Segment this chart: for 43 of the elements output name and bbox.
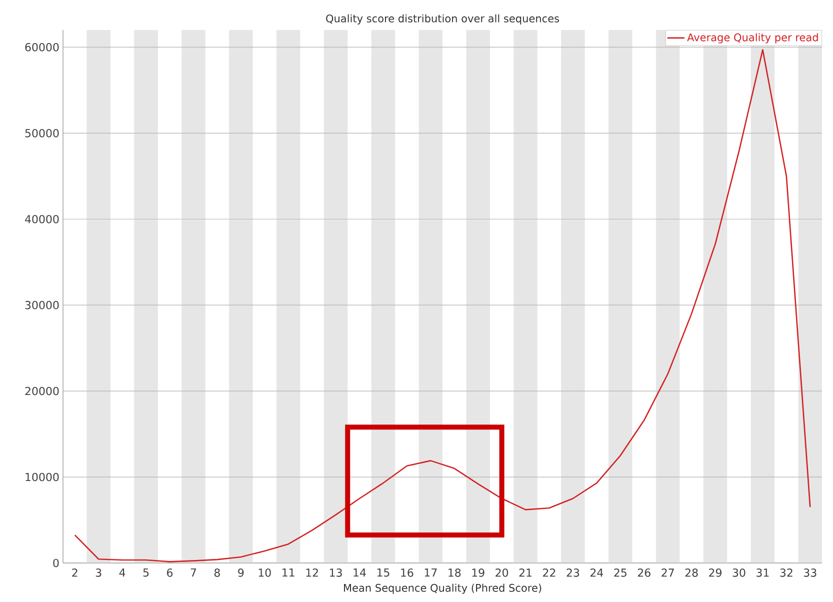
y-tick-label: 0 bbox=[53, 558, 59, 568]
line-series bbox=[74, 49, 811, 562]
x-tick-label: 33 bbox=[804, 568, 816, 577]
x-tick-label: 21 bbox=[519, 568, 532, 577]
x-tick-label: 25 bbox=[614, 568, 626, 577]
y-tick-label: 20000 bbox=[25, 386, 59, 396]
legend-label: Average Quality per read bbox=[687, 33, 818, 44]
y-tick-label: 50000 bbox=[25, 129, 59, 138]
x-tick-label: 5 bbox=[143, 568, 149, 577]
x-tick-label: 12 bbox=[306, 568, 318, 577]
x-tick-label: 27 bbox=[662, 568, 674, 577]
y-tick-label: 40000 bbox=[25, 214, 59, 224]
y-tick-label: 30000 bbox=[25, 300, 59, 310]
x-tick-label: 28 bbox=[685, 568, 698, 577]
x-axis-title: Mean Sequence Quality (Phred Score) bbox=[344, 584, 542, 594]
x-tick-label: 18 bbox=[448, 568, 461, 577]
x-tick-label: 6 bbox=[167, 568, 173, 577]
x-tick-label: 7 bbox=[190, 568, 196, 577]
x-tick-label: 19 bbox=[472, 568, 484, 577]
x-tick-label: 14 bbox=[354, 568, 366, 577]
x-tick-label: 16 bbox=[401, 568, 414, 577]
x-tick-label: 8 bbox=[214, 568, 220, 577]
x-tick-label: 20 bbox=[496, 568, 508, 577]
x-tick-label: 24 bbox=[590, 568, 604, 577]
x-tick-label: 2 bbox=[72, 568, 78, 577]
x-tick-label: 26 bbox=[638, 568, 650, 577]
x-tick-label: 17 bbox=[424, 568, 437, 577]
x-tick-label: 11 bbox=[282, 568, 294, 577]
x-tick-label: 15 bbox=[377, 568, 390, 577]
y-tick-label: 60000 bbox=[25, 43, 59, 52]
x-tick-label: 30 bbox=[732, 568, 746, 577]
x-tick-label: 10 bbox=[258, 568, 271, 577]
x-tick-label: 32 bbox=[780, 568, 792, 577]
x-tick-label: 9 bbox=[238, 568, 244, 577]
x-tick-label: 23 bbox=[566, 568, 580, 577]
x-tick-label: 29 bbox=[709, 568, 722, 577]
y-tick-label: 10000 bbox=[26, 472, 59, 482]
chart-title: Quality score distribution over all sequences bbox=[326, 14, 560, 24]
x-tick-label: 22 bbox=[543, 568, 556, 577]
x-tick-label: 13 bbox=[330, 568, 342, 577]
x-tick-label: 3 bbox=[96, 568, 102, 577]
x-tick-label: 31 bbox=[756, 568, 769, 577]
x-tick-label: 4 bbox=[119, 568, 126, 577]
